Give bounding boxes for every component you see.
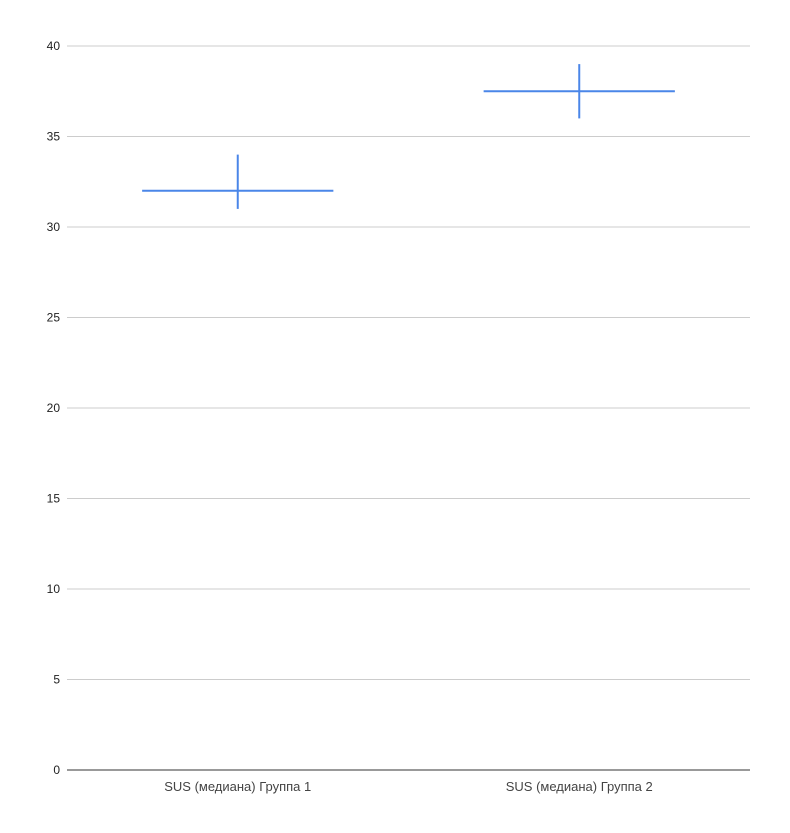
x-axis-category-labels: SUS (медиана) Группа 1 SUS (медиана) Груп… [164, 779, 653, 794]
data-marks [142, 64, 675, 209]
y-tick-label: 35 [47, 130, 61, 144]
y-axis-tick-labels: 0 5 10 15 20 25 30 35 40 [47, 39, 61, 777]
x-category-label: SUS (медиана) Группа 2 [506, 779, 653, 794]
y-tick-label: 25 [47, 311, 61, 325]
y-tick-label: 5 [53, 673, 60, 687]
error-mark-2 [483, 64, 675, 119]
y-tick-label: 15 [47, 492, 61, 506]
y-tick-label: 30 [47, 220, 61, 234]
y-tick-label: 10 [47, 582, 61, 596]
y-tick-label: 40 [47, 39, 61, 53]
x-category-label: SUS (медиана) Группа 1 [164, 779, 311, 794]
gridlines [67, 45, 750, 680]
y-tick-label: 20 [47, 401, 61, 415]
y-tick-label: 0 [53, 763, 60, 777]
error-mark-1 [142, 154, 334, 209]
